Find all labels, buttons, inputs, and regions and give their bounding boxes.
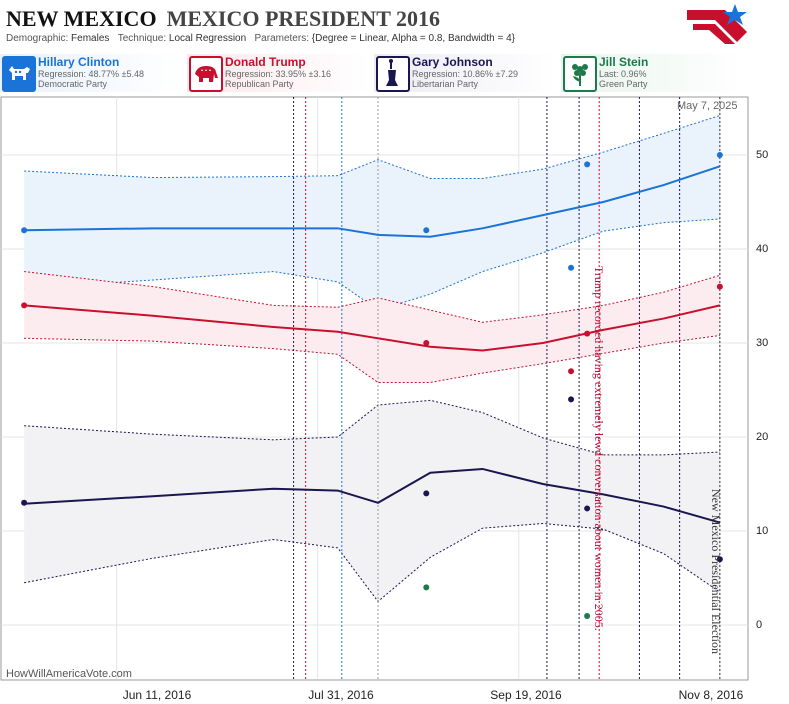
y-tick-label: 10 — [756, 525, 769, 537]
poll-point — [21, 499, 28, 506]
candidate-name: Gary Johnson — [412, 55, 493, 69]
elephant-icon — [189, 56, 223, 92]
technique-value: Local Regression — [168, 33, 247, 44]
poll-point — [716, 283, 723, 290]
candidate-regression: Regression: 48.77% ±5.48 — [38, 69, 145, 79]
confidence-upper-line — [24, 399, 720, 456]
statue-of-liberty-icon — [376, 56, 410, 92]
x-tick-label: Jul 31, 2016 — [308, 688, 374, 702]
donkey-icon — [2, 56, 36, 92]
candidate-name: Hillary Clinton — [38, 55, 120, 69]
x-tick-label: Sep 19, 2016 — [490, 688, 562, 702]
candidate-name: Donald Trump — [225, 55, 306, 69]
poll-point — [584, 612, 591, 619]
confidence-lower-line — [24, 218, 720, 311]
poll-point — [21, 302, 28, 309]
candidate-clinton[interactable]: Hillary Clinton Regression: 48.77% ±5.48… — [0, 54, 182, 92]
parameters-label: Parameters: — [254, 33, 309, 44]
poll-point — [584, 505, 591, 512]
demographic-value: Females — [71, 33, 110, 44]
candidate-party: Libertarian Party — [412, 79, 479, 89]
candidate-party: Republican Party — [225, 79, 294, 89]
parameters-value: {Degree = Linear, Alpha = 0.8, Bandwidth… — [311, 33, 515, 44]
chart-date: May 7, 2025 — [677, 100, 738, 112]
candidate-name: Jill Stein — [599, 55, 649, 69]
regression-chart — [0, 96, 749, 681]
annotation-election-day: New Mexico Presidential Election — [709, 489, 723, 654]
poll-point — [716, 152, 723, 158]
poll-point — [423, 490, 430, 497]
poll-point — [423, 340, 430, 346]
flower-icon — [563, 56, 597, 92]
candidate-johnson[interactable]: Gary Johnson Regression: 10.86% ±7.29 Li… — [374, 54, 556, 92]
poll-point — [584, 161, 591, 168]
annotation-trump-tape: Trump recorded having extremely lewd con… — [592, 266, 606, 631]
candidate-regression: Regression: 33.95% ±3.16 — [225, 69, 332, 79]
y-tick-label: 40 — [756, 243, 769, 255]
candidate-trump[interactable]: Donald Trump Regression: 33.95% ±3.16 Re… — [187, 54, 369, 92]
trend-line — [24, 467, 721, 524]
confidence-lower-line — [24, 334, 720, 383]
confidence-band — [24, 271, 720, 383]
confidence-band — [24, 115, 720, 311]
site-credit: HowWillAmericaVote.com — [6, 668, 132, 680]
poll-point — [423, 227, 430, 234]
site-logo-icon[interactable] — [685, 2, 749, 48]
x-tick-label: Nov 8, 2016 — [678, 688, 744, 702]
trend-line — [24, 165, 721, 238]
poll-point — [568, 396, 575, 403]
poll-point — [584, 330, 591, 337]
x-tick-label: Jun 11, 2016 — [122, 688, 192, 702]
candidate-last-value: Last: 0.96% — [599, 69, 647, 79]
candidate-stein[interactable]: Jill Stein Last: 0.96% Green Party — [561, 54, 743, 92]
poll-point — [21, 227, 28, 234]
y-tick-label: 0 — [756, 619, 763, 631]
poll-point — [716, 556, 723, 563]
page-title: NEW MEXICO MEXICO PRESIDENT 2016 — [6, 6, 440, 32]
y-tick-label: 30 — [756, 337, 769, 349]
candidate-regression: Regression: 10.86% ±7.29 — [412, 69, 519, 79]
candidate-party: Green Party — [599, 79, 648, 89]
poll-point — [423, 584, 430, 591]
poll-point — [568, 264, 575, 271]
y-tick-label: 50 — [756, 149, 769, 161]
demographic-label: Demographic: — [6, 33, 69, 44]
race-title: MEXICO PRESIDENT 2016 — [166, 6, 440, 31]
trend-line — [24, 304, 721, 352]
confidence-upper-line — [24, 115, 721, 179]
candidate-party: Democratic Party — [38, 79, 108, 89]
technique-label: Technique: — [117, 33, 167, 44]
parameters-line: Demographic: Females Technique: Local Re… — [6, 33, 515, 44]
state-title: NEW MEXICO — [6, 6, 157, 31]
candidate-legend: Hillary Clinton Regression: 48.77% ±5.48… — [0, 54, 789, 94]
y-tick-label: 20 — [756, 431, 769, 443]
poll-point — [568, 368, 575, 375]
confidence-lower-line — [24, 522, 721, 603]
